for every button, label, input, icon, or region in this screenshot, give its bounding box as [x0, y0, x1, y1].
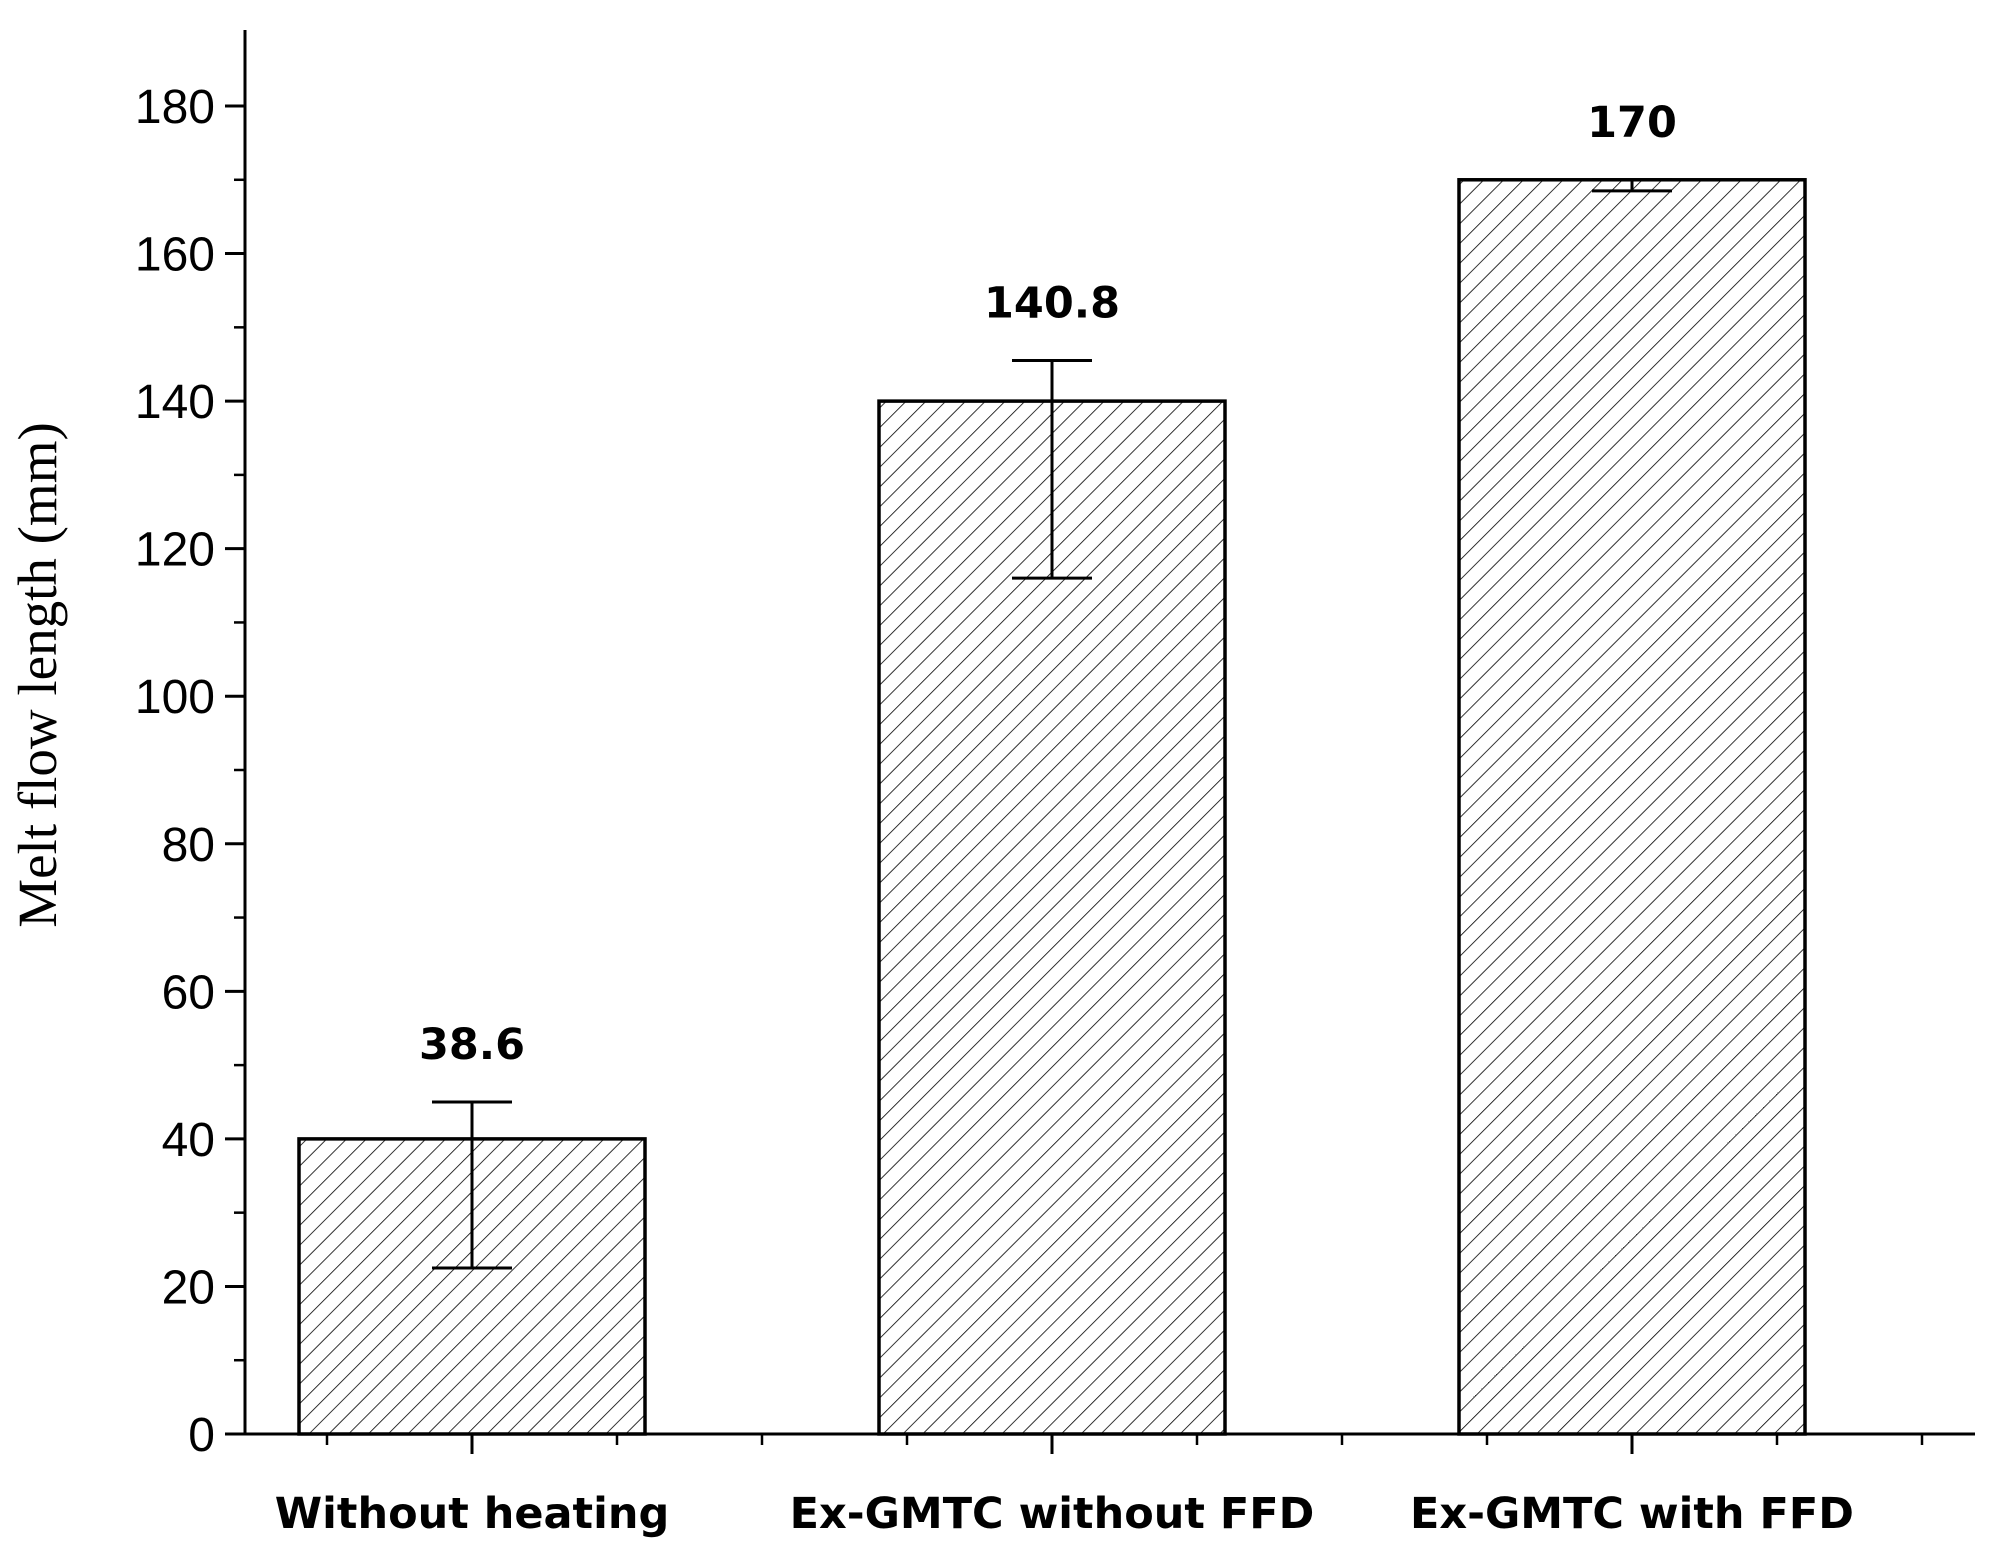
y-tick-label: 180 [135, 81, 215, 134]
data-label: 38.6 [419, 1020, 525, 1070]
y-tick-label: 40 [162, 1114, 215, 1167]
y-tick-label: 120 [135, 524, 215, 577]
plot-area: 38.6 140.8 170 0 20 40 60 80 100 120 140 160 180 With… [135, 30, 1975, 1539]
bar [1457, 178, 1807, 1436]
y-tick-label: 0 [188, 1409, 215, 1462]
x-tick-label: Ex-GMTC without FFD [790, 1489, 1315, 1539]
data-label: 140.8 [984, 279, 1120, 329]
y-tick-label: 140 [135, 376, 215, 429]
data-label: 170 [1587, 98, 1677, 148]
y-tick-label: 160 [135, 229, 215, 282]
y-tick-label: 80 [162, 819, 215, 872]
y-tick-label: 60 [162, 966, 215, 1019]
y-tick-label: 20 [162, 1261, 215, 1314]
y-tick-label: 100 [135, 671, 215, 724]
x-tick-label: Ex-GMTC with FFD [1410, 1489, 1854, 1539]
x-tick-label: Without heating [275, 1489, 670, 1539]
y-axis-title: Melt flow length (mm) [7, 422, 68, 928]
